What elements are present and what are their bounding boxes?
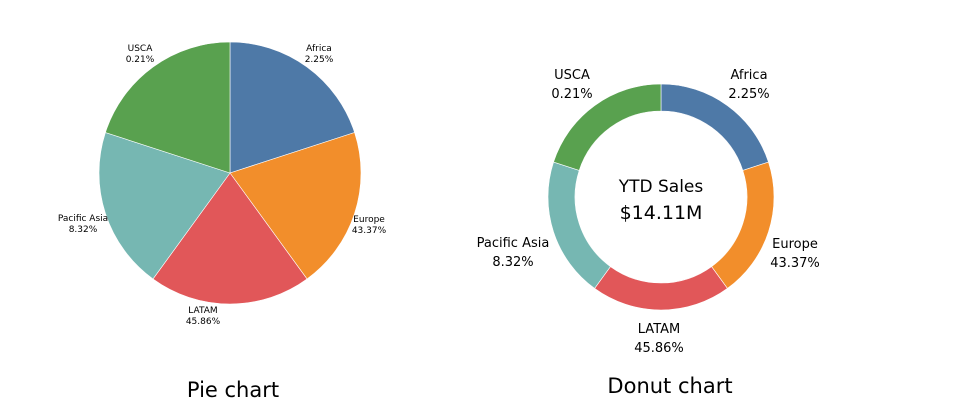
donut-center-value: $14.11M: [620, 202, 703, 224]
donut-percent-latam: 45.86%: [634, 341, 684, 356]
pie-label-latam: LATAM: [188, 306, 217, 316]
donut-label-africa: Africa: [730, 68, 767, 83]
donut-percent-pacific-asia: 8.32%: [492, 255, 533, 270]
pie-label-africa: Africa: [306, 44, 332, 54]
donut-center-title: YTD Sales: [618, 177, 704, 197]
pie-label-usca: USCA: [128, 44, 154, 54]
donut-label-europe: Europe: [772, 237, 818, 252]
donut-percent-usca: 0.21%: [551, 87, 592, 102]
pie-slice-africa: [229, 41, 355, 174]
pie-slice-latam: [152, 172, 308, 305]
donut-slice-pacific-asia: [547, 161, 611, 289]
donut-chart-caption: Donut chart: [607, 374, 732, 398]
donut-chart: Africa 2.25% Europe 43.37% LATAM 45.86% Pacifi…: [477, 68, 820, 356]
donut-slice-usca: [553, 83, 662, 171]
pie-percent-europe: 43.37%: [352, 226, 387, 236]
pie-percent-africa: 2.25%: [305, 55, 334, 65]
pie-chart-caption: Pie chart: [187, 378, 279, 402]
donut-slice-latam: [594, 266, 728, 311]
donut-slice-europe: [711, 161, 775, 289]
pie-slice-usca: [105, 41, 231, 174]
donut-label-usca: USCA: [554, 68, 590, 83]
pie-percent-usca: 0.21%: [126, 55, 155, 65]
pie-slice-pacific-asia: [98, 132, 231, 280]
pie-label-pacific-asia: Pacific Asia: [58, 214, 108, 224]
pie-percent-latam: 45.86%: [186, 317, 221, 327]
pie-slice-europe: [229, 132, 362, 280]
donut-label-pacific-asia: Pacific Asia: [477, 236, 550, 251]
pie-percent-pacific-asia: 8.32%: [69, 225, 98, 235]
donut-label-latam: LATAM: [638, 322, 680, 337]
donut-percent-africa: 2.25%: [728, 87, 769, 102]
donut-percent-europe: 43.37%: [770, 256, 820, 271]
pie-label-europe: Europe: [353, 215, 385, 225]
